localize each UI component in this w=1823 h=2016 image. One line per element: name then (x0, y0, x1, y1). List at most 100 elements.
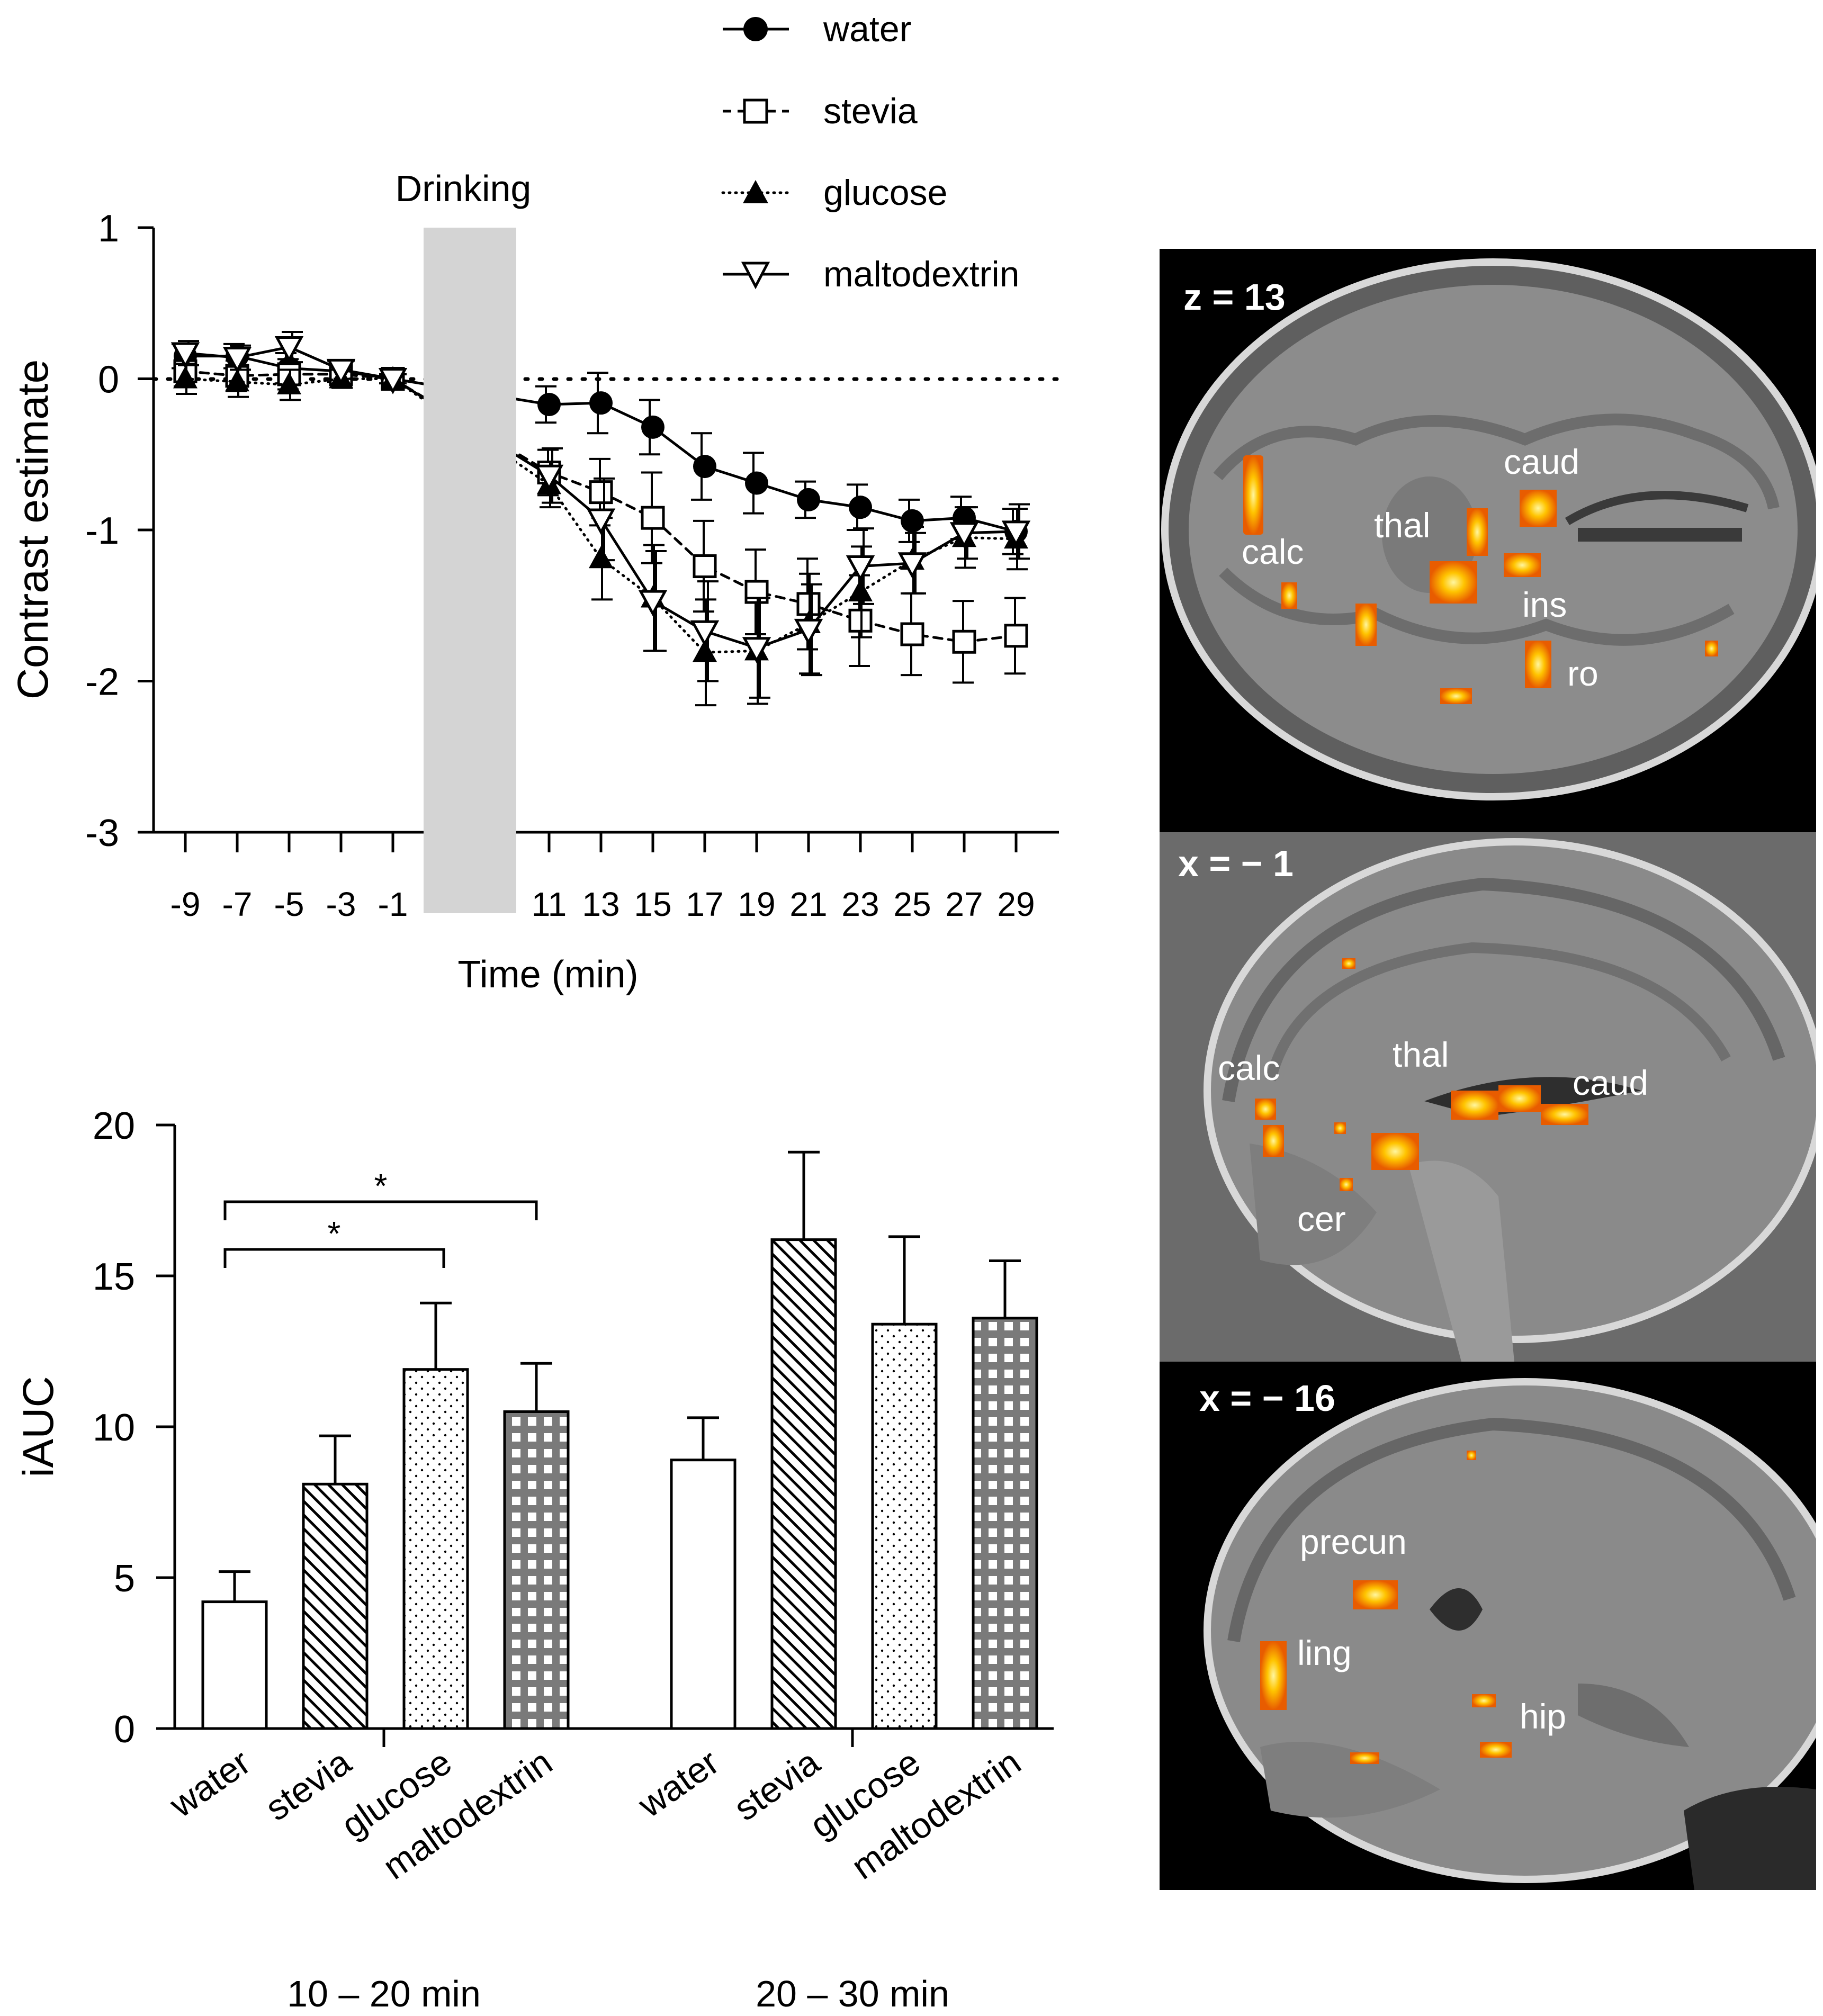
data-point-maltodextrin (534, 464, 564, 491)
data-point-maltodextrin (690, 620, 720, 647)
line-x-tick-label: 27 (945, 885, 983, 923)
series-maltodextrin (170, 330, 1031, 699)
brain-panel-sagittal-lateral: x = − 16 precun ling hip (1160, 1362, 1816, 1890)
data-point-glucose (693, 640, 717, 662)
brain-panel-sagittal-midline: x = − 1 calc thal caud cer (1160, 832, 1816, 1362)
bar-category-label: maltodextrin (376, 1742, 560, 1887)
bar-maltodextrin (972, 1317, 1038, 1730)
data-point-maltodextrin (170, 342, 200, 369)
line-x-tick-label: 23 (841, 885, 879, 923)
legend-label-stevia: stevia (823, 91, 918, 131)
legend-item-maltodextrin: maltodextrin (723, 254, 1019, 294)
bar-maltodextrin (503, 1410, 570, 1730)
line-x-tick-label: 15 (634, 885, 671, 923)
line-x-tick-label: 19 (738, 885, 775, 923)
data-point-stevia (900, 622, 924, 646)
data-point-water (693, 455, 716, 479)
data-point-maltodextrin (378, 368, 408, 394)
line-y-tick-label: -3 (85, 812, 119, 854)
significance-star: * (328, 1214, 341, 1253)
brain-tissue (1189, 285, 1798, 774)
line-x-ticks: -9 -7 -5 -3 -1 11 13 15 17 19 21 23 25 27 29 (170, 832, 1035, 923)
data-point-maltodextrin (794, 618, 823, 645)
data-point-stevia (1004, 624, 1028, 648)
line-y-tick-label: -2 (85, 661, 119, 704)
data-point-glucose (589, 546, 613, 569)
line-y-tick-label: 0 (98, 359, 119, 401)
group-label-20-30: 20 – 30 min (756, 1973, 949, 2014)
data-point-maltodextrin (326, 358, 356, 385)
brain-panel-axial: z = 13 caud thal calc ins ro (1160, 249, 1816, 832)
bar-y-tick-label: 0 (114, 1708, 135, 1751)
data-point-glucose (173, 366, 197, 389)
bars-group (201, 1150, 1038, 1730)
line-x-tick-label: -5 (274, 885, 304, 923)
region-label: cer (1297, 1199, 1346, 1238)
bar-y-tick-label: 15 (93, 1256, 135, 1298)
data-point-water (849, 496, 872, 519)
line-x-tick-label: -7 (222, 885, 253, 923)
brain-images: z = 13 caud thal calc ins ro (1160, 249, 1816, 1890)
line-x-tick-label: 21 (789, 885, 827, 923)
line-y-axis-title: Contrast estimate (9, 359, 57, 700)
region-label: thal (1393, 1035, 1449, 1074)
legend-item-water: water (723, 9, 911, 49)
line-x-tick-label: 25 (893, 885, 931, 923)
drinking-label: Drinking (396, 168, 532, 209)
region-label: ins (1522, 585, 1567, 624)
data-point-maltodextrin (586, 508, 616, 535)
bar-category-label: water (162, 1742, 258, 1825)
bar-y-tick-label: 5 (114, 1558, 135, 1600)
line-series-group (170, 330, 1031, 707)
region-label: ro (1567, 654, 1599, 693)
region-label: thal (1374, 506, 1430, 545)
region-label: hip (1520, 1697, 1566, 1736)
data-point-maltodextrin (897, 552, 927, 579)
data-point-maltodextrin (742, 637, 771, 663)
bar-y-axis-title: iAUC (14, 1376, 62, 1477)
data-point-maltodextrin (274, 336, 304, 363)
line-x-tick-label: -3 (326, 885, 356, 923)
bar-y-tick-label: 20 (93, 1105, 135, 1147)
data-point-maltodextrin (949, 522, 979, 548)
bar-stevia (302, 1482, 369, 1730)
data-point-glucose (848, 579, 873, 602)
significance-star: * (374, 1167, 388, 1205)
data-point-stevia (952, 629, 976, 654)
region-label: calc (1218, 1048, 1280, 1087)
bar-water (670, 1459, 737, 1730)
line-y-ticks: 1 0 -1 -2 -3 (85, 208, 154, 854)
region-label: caud (1573, 1063, 1648, 1102)
bar-glucose (402, 1368, 469, 1730)
data-point-water (537, 393, 561, 417)
region-label: caud (1504, 442, 1579, 481)
region-label: precun (1300, 1522, 1407, 1561)
line-x-tick-label: 13 (582, 885, 619, 923)
line-x-tick-label: 17 (686, 885, 723, 923)
line-x-axis-title: Time (min) (457, 953, 638, 996)
data-point-stevia (641, 506, 665, 530)
region-label: calc (1242, 532, 1304, 571)
slice-coordinate-label: z = 13 (1183, 276, 1286, 318)
bar-y-ticks: 20 15 10 5 0 (93, 1105, 175, 1751)
slice-coordinate-label: x = − 16 (1199, 1378, 1335, 1419)
legend: water stevia glucose maltodextrin (721, 9, 1019, 294)
significance-bracket-water-maltodextrin (223, 1200, 538, 1220)
bar-water (201, 1600, 268, 1730)
bar-y-tick-label: 10 (93, 1407, 135, 1449)
data-point-water (589, 391, 613, 415)
drinking-period-band (424, 228, 516, 913)
line-y-tick-label: 1 (98, 208, 119, 250)
data-point-water (797, 488, 820, 511)
legend-item-glucose: glucose (721, 173, 947, 213)
data-point-maltodextrin (1001, 520, 1031, 547)
activation-clusters (1260, 1451, 1512, 1764)
slice-coordinate-label: x = − 1 (1178, 843, 1294, 884)
legend-item-stevia: stevia (723, 91, 918, 131)
activation-clusters (1243, 455, 1718, 704)
bar-stevia (770, 1238, 837, 1730)
data-point-glucose (225, 369, 249, 392)
